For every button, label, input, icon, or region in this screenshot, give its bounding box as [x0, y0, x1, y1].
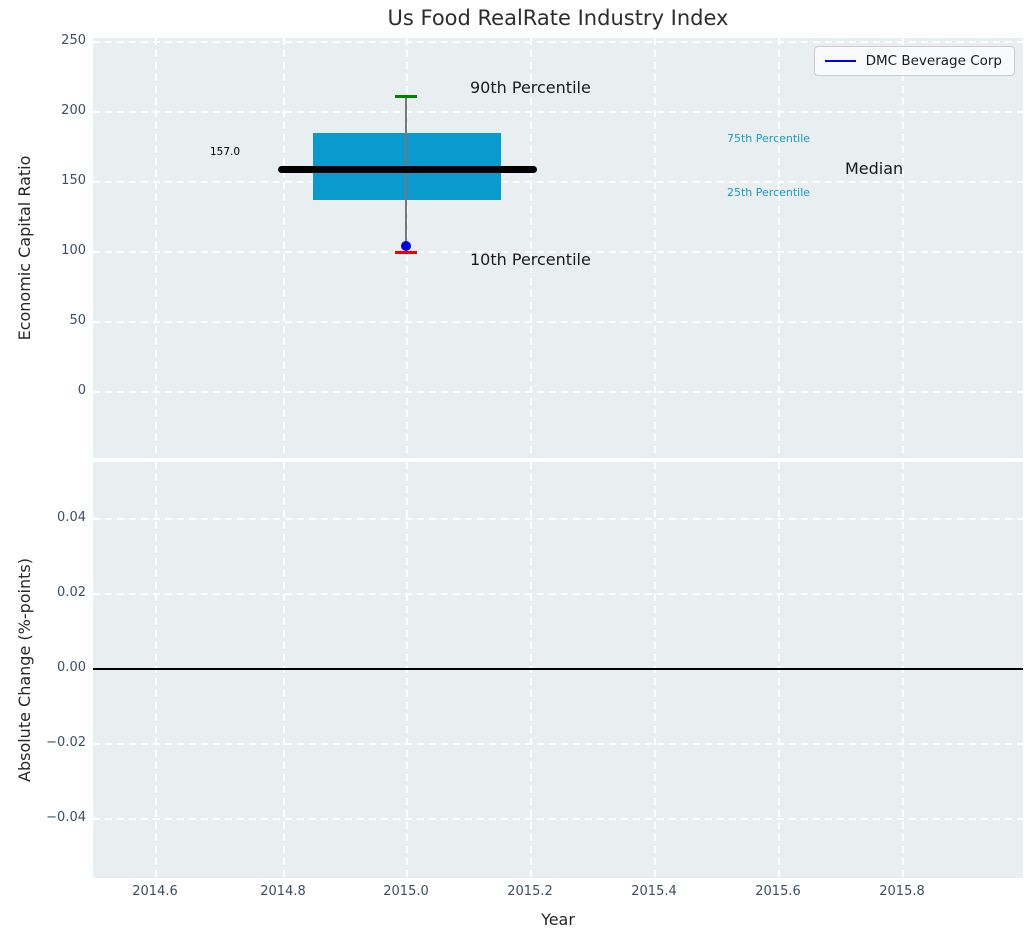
median-line [278, 166, 537, 173]
ytick-bottom: −0.04 [46, 810, 86, 825]
zero-reference-line [93, 668, 1023, 670]
ytick-top: 150 [61, 173, 86, 188]
x-axis-label: Year [541, 910, 575, 929]
gridline-h [93, 41, 1023, 43]
p90-cap-marker [395, 95, 417, 98]
bottom-y-axis-label: Absolute Change (%-points) [15, 558, 34, 782]
gridline-v [654, 38, 656, 458]
gridline-v [406, 462, 408, 878]
gridline-h [93, 391, 1023, 393]
gridline-v [530, 462, 532, 878]
gridline-h [93, 818, 1023, 820]
ytick-bottom: 0.04 [57, 510, 86, 525]
xtick: 2015.0 [383, 884, 429, 899]
p90-label: 90th Percentile [470, 78, 591, 97]
gridline-v [283, 462, 285, 878]
gridline-v [902, 462, 904, 878]
legend-line-sample [824, 59, 856, 63]
p25-label: 25th Percentile [727, 186, 811, 199]
gridline-v [902, 38, 904, 458]
ytick-bottom: −0.02 [46, 735, 86, 750]
gridline-h [93, 111, 1023, 113]
xtick: 2014.8 [260, 884, 306, 899]
ytick-top: 100 [61, 243, 86, 258]
gridline-h [93, 181, 1023, 183]
gridline-h [93, 743, 1023, 745]
gridline-v [654, 462, 656, 878]
legend: DMC Beverage Corp [813, 46, 1015, 76]
ytick-bottom: 0.00 [57, 660, 86, 675]
top-y-axis-label: Economic Capital Ratio [15, 155, 34, 341]
xtick: 2015.4 [631, 884, 677, 899]
whisker-line [405, 96, 407, 252]
gridline-v [283, 38, 285, 458]
p10-cap-marker [395, 251, 417, 254]
xtick: 2015.8 [879, 884, 925, 899]
p75-label: 75th Percentile [727, 132, 811, 145]
top-axes: 157.0 90th Percentile 10th Percentile 75… [93, 38, 1023, 458]
legend-label: DMC Beverage Corp [865, 53, 1002, 69]
gridline-h [93, 518, 1023, 520]
company-point [401, 241, 411, 251]
gridline-h [93, 251, 1023, 253]
gridline-v [778, 38, 780, 458]
gridline-v [778, 462, 780, 878]
gridline-v [530, 38, 532, 458]
xtick: 2015.6 [755, 884, 801, 899]
ytick-bottom: 0.02 [57, 585, 86, 600]
chart-title: Us Food RealRate Industry Index [387, 6, 729, 30]
ytick-top: 200 [61, 103, 86, 118]
median-value-label: 157.0 [209, 146, 241, 158]
ytick-top: 50 [69, 313, 86, 328]
ytick-top: 250 [61, 33, 86, 48]
ytick-top: 0 [77, 383, 86, 398]
gridline-h [93, 593, 1023, 595]
xtick: 2015.2 [507, 884, 553, 899]
median-label: Median [845, 159, 904, 178]
bottom-axes [93, 462, 1023, 878]
gridline-v [155, 462, 157, 878]
p10-label: 10th Percentile [470, 250, 591, 269]
gridline-h [93, 321, 1023, 323]
xtick: 2014.6 [132, 884, 178, 899]
gridline-v [155, 38, 157, 458]
